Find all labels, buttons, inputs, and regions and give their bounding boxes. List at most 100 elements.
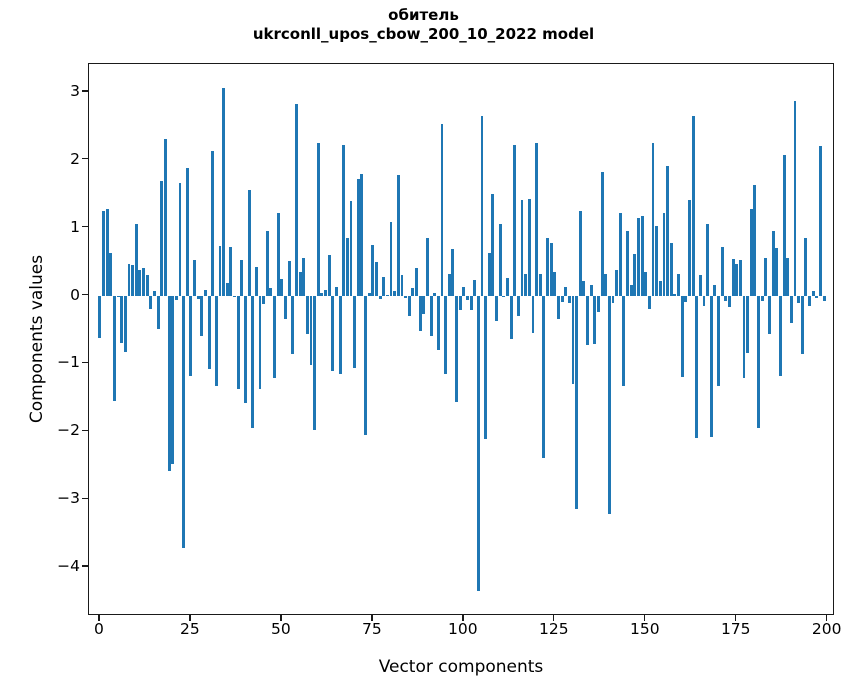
bar bbox=[120, 295, 124, 344]
bar bbox=[589, 285, 593, 296]
bar bbox=[735, 264, 739, 296]
y-tick-label: 3 bbox=[70, 81, 80, 100]
bar bbox=[808, 295, 811, 306]
bar bbox=[728, 295, 731, 308]
x-tick-label: 100 bbox=[448, 620, 478, 638]
bar bbox=[269, 288, 273, 296]
x-tick-mark bbox=[98, 615, 100, 621]
bar-series bbox=[89, 64, 833, 614]
bar bbox=[469, 295, 473, 310]
bar bbox=[171, 295, 175, 464]
bar bbox=[466, 295, 469, 301]
bar bbox=[385, 294, 389, 296]
bar bbox=[684, 295, 688, 302]
bar bbox=[491, 193, 495, 296]
bar bbox=[564, 286, 568, 296]
bar bbox=[291, 295, 295, 354]
plot-area bbox=[88, 63, 834, 615]
bar bbox=[353, 295, 357, 369]
bar bbox=[189, 295, 193, 377]
bar bbox=[782, 154, 786, 296]
bar bbox=[156, 295, 160, 330]
bar bbox=[196, 295, 200, 299]
bar bbox=[163, 139, 167, 296]
bar bbox=[105, 209, 109, 296]
x-tick-mark bbox=[735, 615, 737, 621]
y-tick-mark bbox=[82, 429, 88, 431]
bar bbox=[265, 231, 269, 296]
y-tick-label: 0 bbox=[70, 285, 80, 304]
bar bbox=[371, 244, 375, 296]
x-axis-label: Vector components bbox=[378, 657, 544, 677]
bar bbox=[622, 295, 626, 386]
x-tick-label: 175 bbox=[720, 620, 751, 638]
bar bbox=[447, 273, 451, 296]
bar bbox=[214, 295, 218, 386]
bar bbox=[185, 167, 189, 296]
bar bbox=[178, 182, 182, 296]
bar bbox=[702, 295, 706, 306]
bar bbox=[415, 268, 418, 296]
bar bbox=[145, 275, 149, 296]
bar bbox=[753, 184, 757, 296]
bar bbox=[324, 290, 327, 296]
bar bbox=[338, 295, 342, 374]
bar bbox=[200, 295, 204, 337]
bar bbox=[673, 294, 677, 296]
bar bbox=[633, 254, 637, 296]
x-tick-label: 75 bbox=[361, 620, 382, 638]
y-tick-label: −1 bbox=[57, 353, 80, 372]
bar bbox=[316, 142, 320, 296]
bar bbox=[225, 283, 229, 296]
bar bbox=[495, 295, 499, 322]
bar bbox=[586, 295, 589, 346]
bar bbox=[182, 295, 186, 549]
bar bbox=[815, 295, 819, 299]
bar bbox=[331, 295, 335, 371]
bar bbox=[211, 150, 215, 296]
bar bbox=[127, 264, 131, 296]
bar bbox=[142, 267, 146, 296]
bar bbox=[284, 295, 287, 320]
bar bbox=[768, 295, 771, 335]
bar bbox=[251, 295, 255, 428]
bar bbox=[422, 295, 426, 314]
bar bbox=[356, 178, 360, 296]
bar bbox=[651, 142, 655, 296]
bar bbox=[600, 171, 604, 296]
bar bbox=[778, 295, 782, 376]
bar bbox=[513, 144, 517, 296]
bar bbox=[280, 278, 284, 296]
bar bbox=[440, 124, 444, 296]
bar bbox=[760, 295, 764, 301]
bar bbox=[233, 295, 236, 297]
bar bbox=[593, 295, 597, 345]
bar bbox=[597, 295, 600, 312]
bar bbox=[174, 295, 178, 300]
y-axis-tick-labels: 3 2 1 0 −1 −2 −3 −4 bbox=[38, 0, 80, 696]
bar bbox=[775, 248, 779, 296]
y-axis-label: Components values bbox=[27, 254, 47, 424]
bar bbox=[411, 288, 415, 296]
y-tick-label: 2 bbox=[70, 149, 80, 168]
bar bbox=[687, 200, 691, 296]
bar bbox=[327, 254, 331, 296]
bar bbox=[396, 174, 400, 296]
x-tick-mark bbox=[644, 615, 646, 621]
bar bbox=[480, 115, 484, 296]
bar bbox=[535, 142, 539, 296]
bar bbox=[666, 165, 670, 296]
bar bbox=[247, 190, 251, 296]
bar bbox=[287, 260, 291, 296]
bar bbox=[149, 295, 153, 310]
bar bbox=[400, 275, 404, 296]
bar bbox=[567, 295, 571, 303]
bar bbox=[713, 284, 717, 296]
y-tick-mark bbox=[82, 158, 88, 160]
bar bbox=[254, 267, 258, 296]
bar bbox=[203, 290, 207, 296]
bar bbox=[407, 295, 411, 316]
bar bbox=[640, 216, 644, 296]
bar bbox=[294, 104, 298, 296]
bar bbox=[389, 221, 393, 296]
